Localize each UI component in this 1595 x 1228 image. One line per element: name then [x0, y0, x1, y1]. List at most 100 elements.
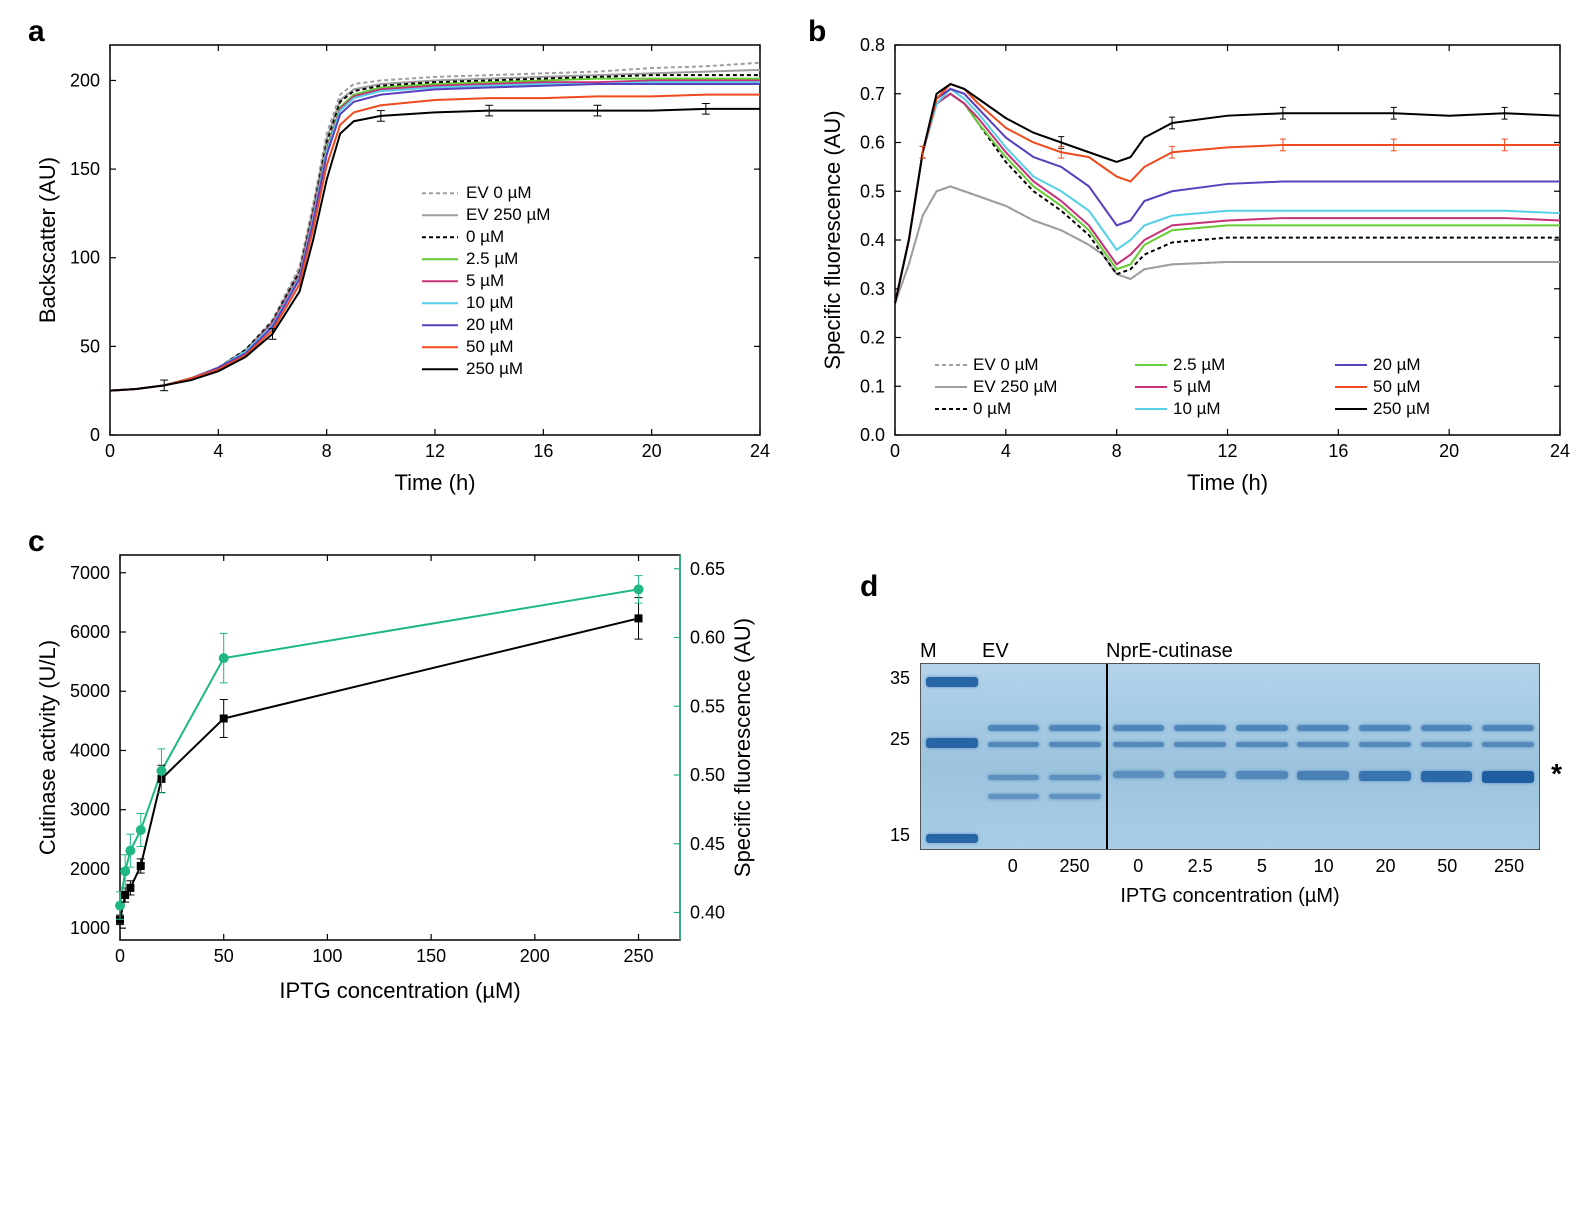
svg-text:0.50: 0.50	[690, 765, 725, 785]
gel-lane	[1108, 664, 1170, 849]
gel-lane-label: 0	[1107, 856, 1169, 877]
svg-text:50 µM: 50 µM	[466, 337, 514, 356]
svg-text:0: 0	[90, 425, 100, 445]
gel-lane	[1231, 664, 1293, 849]
svg-text:0 µM: 0 µM	[466, 227, 504, 246]
svg-text:0.5: 0.5	[860, 181, 885, 201]
svg-text:4: 4	[1001, 441, 1011, 461]
marker-25: 25	[890, 729, 910, 750]
svg-text:20: 20	[1439, 441, 1459, 461]
svg-text:16: 16	[533, 441, 553, 461]
svg-text:250: 250	[623, 946, 653, 966]
gel-lane-label: 250	[1478, 856, 1540, 877]
gel-lane	[1044, 664, 1106, 849]
svg-text:50: 50	[214, 946, 234, 966]
svg-text:24: 24	[750, 441, 770, 461]
target-band-asterisk: *	[1551, 758, 1562, 790]
svg-text:Specific fluorescence (AU): Specific fluorescence (AU)	[820, 110, 845, 369]
svg-text:24: 24	[1550, 441, 1570, 461]
svg-text:0.60: 0.60	[690, 628, 725, 648]
panel-b-label: b	[808, 15, 826, 49]
gel-group-label: EV	[982, 640, 1106, 663]
svg-text:0.0: 0.0	[860, 425, 885, 445]
svg-text:0: 0	[890, 441, 900, 461]
svg-text:EV 250 µM: EV 250 µM	[973, 377, 1057, 396]
svg-text:0.1: 0.1	[860, 376, 885, 396]
gel-lane	[983, 664, 1045, 849]
panel-c-chart: 0501001502002501000200030004000500060007…	[20, 530, 780, 1010]
svg-text:0.6: 0.6	[860, 133, 885, 153]
svg-text:50: 50	[80, 336, 100, 356]
svg-text:100: 100	[70, 248, 100, 268]
svg-text:2000: 2000	[70, 859, 110, 879]
svg-text:12: 12	[425, 441, 445, 461]
svg-text:8: 8	[1112, 441, 1122, 461]
svg-text:5 µM: 5 µM	[1173, 377, 1211, 396]
svg-text:0.8: 0.8	[860, 35, 885, 55]
svg-text:12: 12	[1217, 441, 1237, 461]
svg-text:0.4: 0.4	[860, 230, 885, 250]
svg-text:10 µM: 10 µM	[466, 293, 514, 312]
svg-text:Specific fluorescence (AU): Specific fluorescence (AU)	[730, 618, 755, 877]
svg-text:200: 200	[520, 946, 550, 966]
svg-text:20: 20	[642, 441, 662, 461]
svg-text:Time (h): Time (h)	[394, 470, 475, 495]
gel-lane	[1354, 664, 1416, 849]
svg-text:1000: 1000	[70, 918, 110, 938]
svg-text:0.2: 0.2	[860, 328, 885, 348]
gel-wrapper: MEVNprE-cutinase * 35 25 15 025002.55102…	[920, 640, 1540, 908]
panel-d-label: d	[860, 570, 878, 604]
svg-text:Backscatter (AU): Backscatter (AU)	[35, 157, 60, 323]
svg-text:2.5 µM: 2.5 µM	[1173, 355, 1225, 374]
svg-text:0.55: 0.55	[690, 696, 725, 716]
svg-text:2.5 µM: 2.5 µM	[466, 249, 518, 268]
svg-text:150: 150	[416, 946, 446, 966]
gel-image	[920, 663, 1540, 850]
svg-text:150: 150	[70, 159, 100, 179]
svg-text:20 µM: 20 µM	[466, 315, 514, 334]
gel-lane-label: 5	[1231, 856, 1293, 877]
svg-text:250 µM: 250 µM	[1373, 399, 1430, 418]
gel-lane	[1169, 664, 1231, 849]
svg-text:Cutinase activity (U/L): Cutinase activity (U/L)	[35, 640, 60, 855]
svg-text:IPTG concentration (µM): IPTG concentration (µM)	[279, 978, 520, 1003]
svg-text:4: 4	[213, 441, 223, 461]
gel-lane-label	[920, 856, 982, 877]
svg-text:200: 200	[70, 70, 100, 90]
svg-text:Time (h): Time (h)	[1187, 470, 1268, 495]
panel-b: b 048121620240.00.10.20.30.40.50.60.70.8…	[800, 20, 1580, 500]
svg-text:0 µM: 0 µM	[973, 399, 1011, 418]
svg-text:20 µM: 20 µM	[1373, 355, 1421, 374]
gel-lane	[1293, 664, 1355, 849]
figure-grid: a 04812162024050100150200Time (h)Backsca…	[20, 20, 1575, 1010]
svg-text:0.40: 0.40	[690, 903, 725, 923]
svg-text:5 µM: 5 µM	[466, 271, 504, 290]
panel-c: c 05010015020025010002000300040005000600…	[20, 530, 780, 1010]
gel-lane-label: 20	[1355, 856, 1417, 877]
gel-lane	[921, 664, 983, 849]
svg-text:0.65: 0.65	[690, 559, 725, 579]
svg-text:EV 0 µM: EV 0 µM	[466, 183, 532, 202]
svg-text:0: 0	[105, 441, 115, 461]
svg-text:250 µM: 250 µM	[466, 359, 523, 378]
panel-a: a 04812162024050100150200Time (h)Backsca…	[20, 20, 780, 500]
gel-lane	[1416, 664, 1478, 849]
panel-a-chart: 04812162024050100150200Time (h)Backscatt…	[20, 20, 780, 500]
svg-text:EV 250 µM: EV 250 µM	[466, 205, 550, 224]
gel-group-label: M	[920, 640, 982, 663]
svg-text:0.45: 0.45	[690, 834, 725, 854]
svg-text:0.3: 0.3	[860, 279, 885, 299]
svg-text:100: 100	[312, 946, 342, 966]
svg-text:4000: 4000	[70, 740, 110, 760]
gel-lane-label: 2.5	[1169, 856, 1231, 877]
svg-text:50 µM: 50 µM	[1373, 377, 1421, 396]
panel-b-chart: 048121620240.00.10.20.30.40.50.60.70.8Ti…	[800, 20, 1580, 500]
svg-text:0: 0	[115, 946, 125, 966]
gel-top-labels: MEVNprE-cutinase	[920, 640, 1540, 663]
marker-15: 15	[890, 825, 910, 846]
panel-c-label: c	[28, 525, 45, 559]
gel-lane-label: 10	[1293, 856, 1355, 877]
gel-group-label: NprE-cutinase	[1106, 640, 1540, 663]
gel-lane-label: 50	[1416, 856, 1478, 877]
gel-lane-labels: 025002.55102050250	[920, 856, 1540, 877]
